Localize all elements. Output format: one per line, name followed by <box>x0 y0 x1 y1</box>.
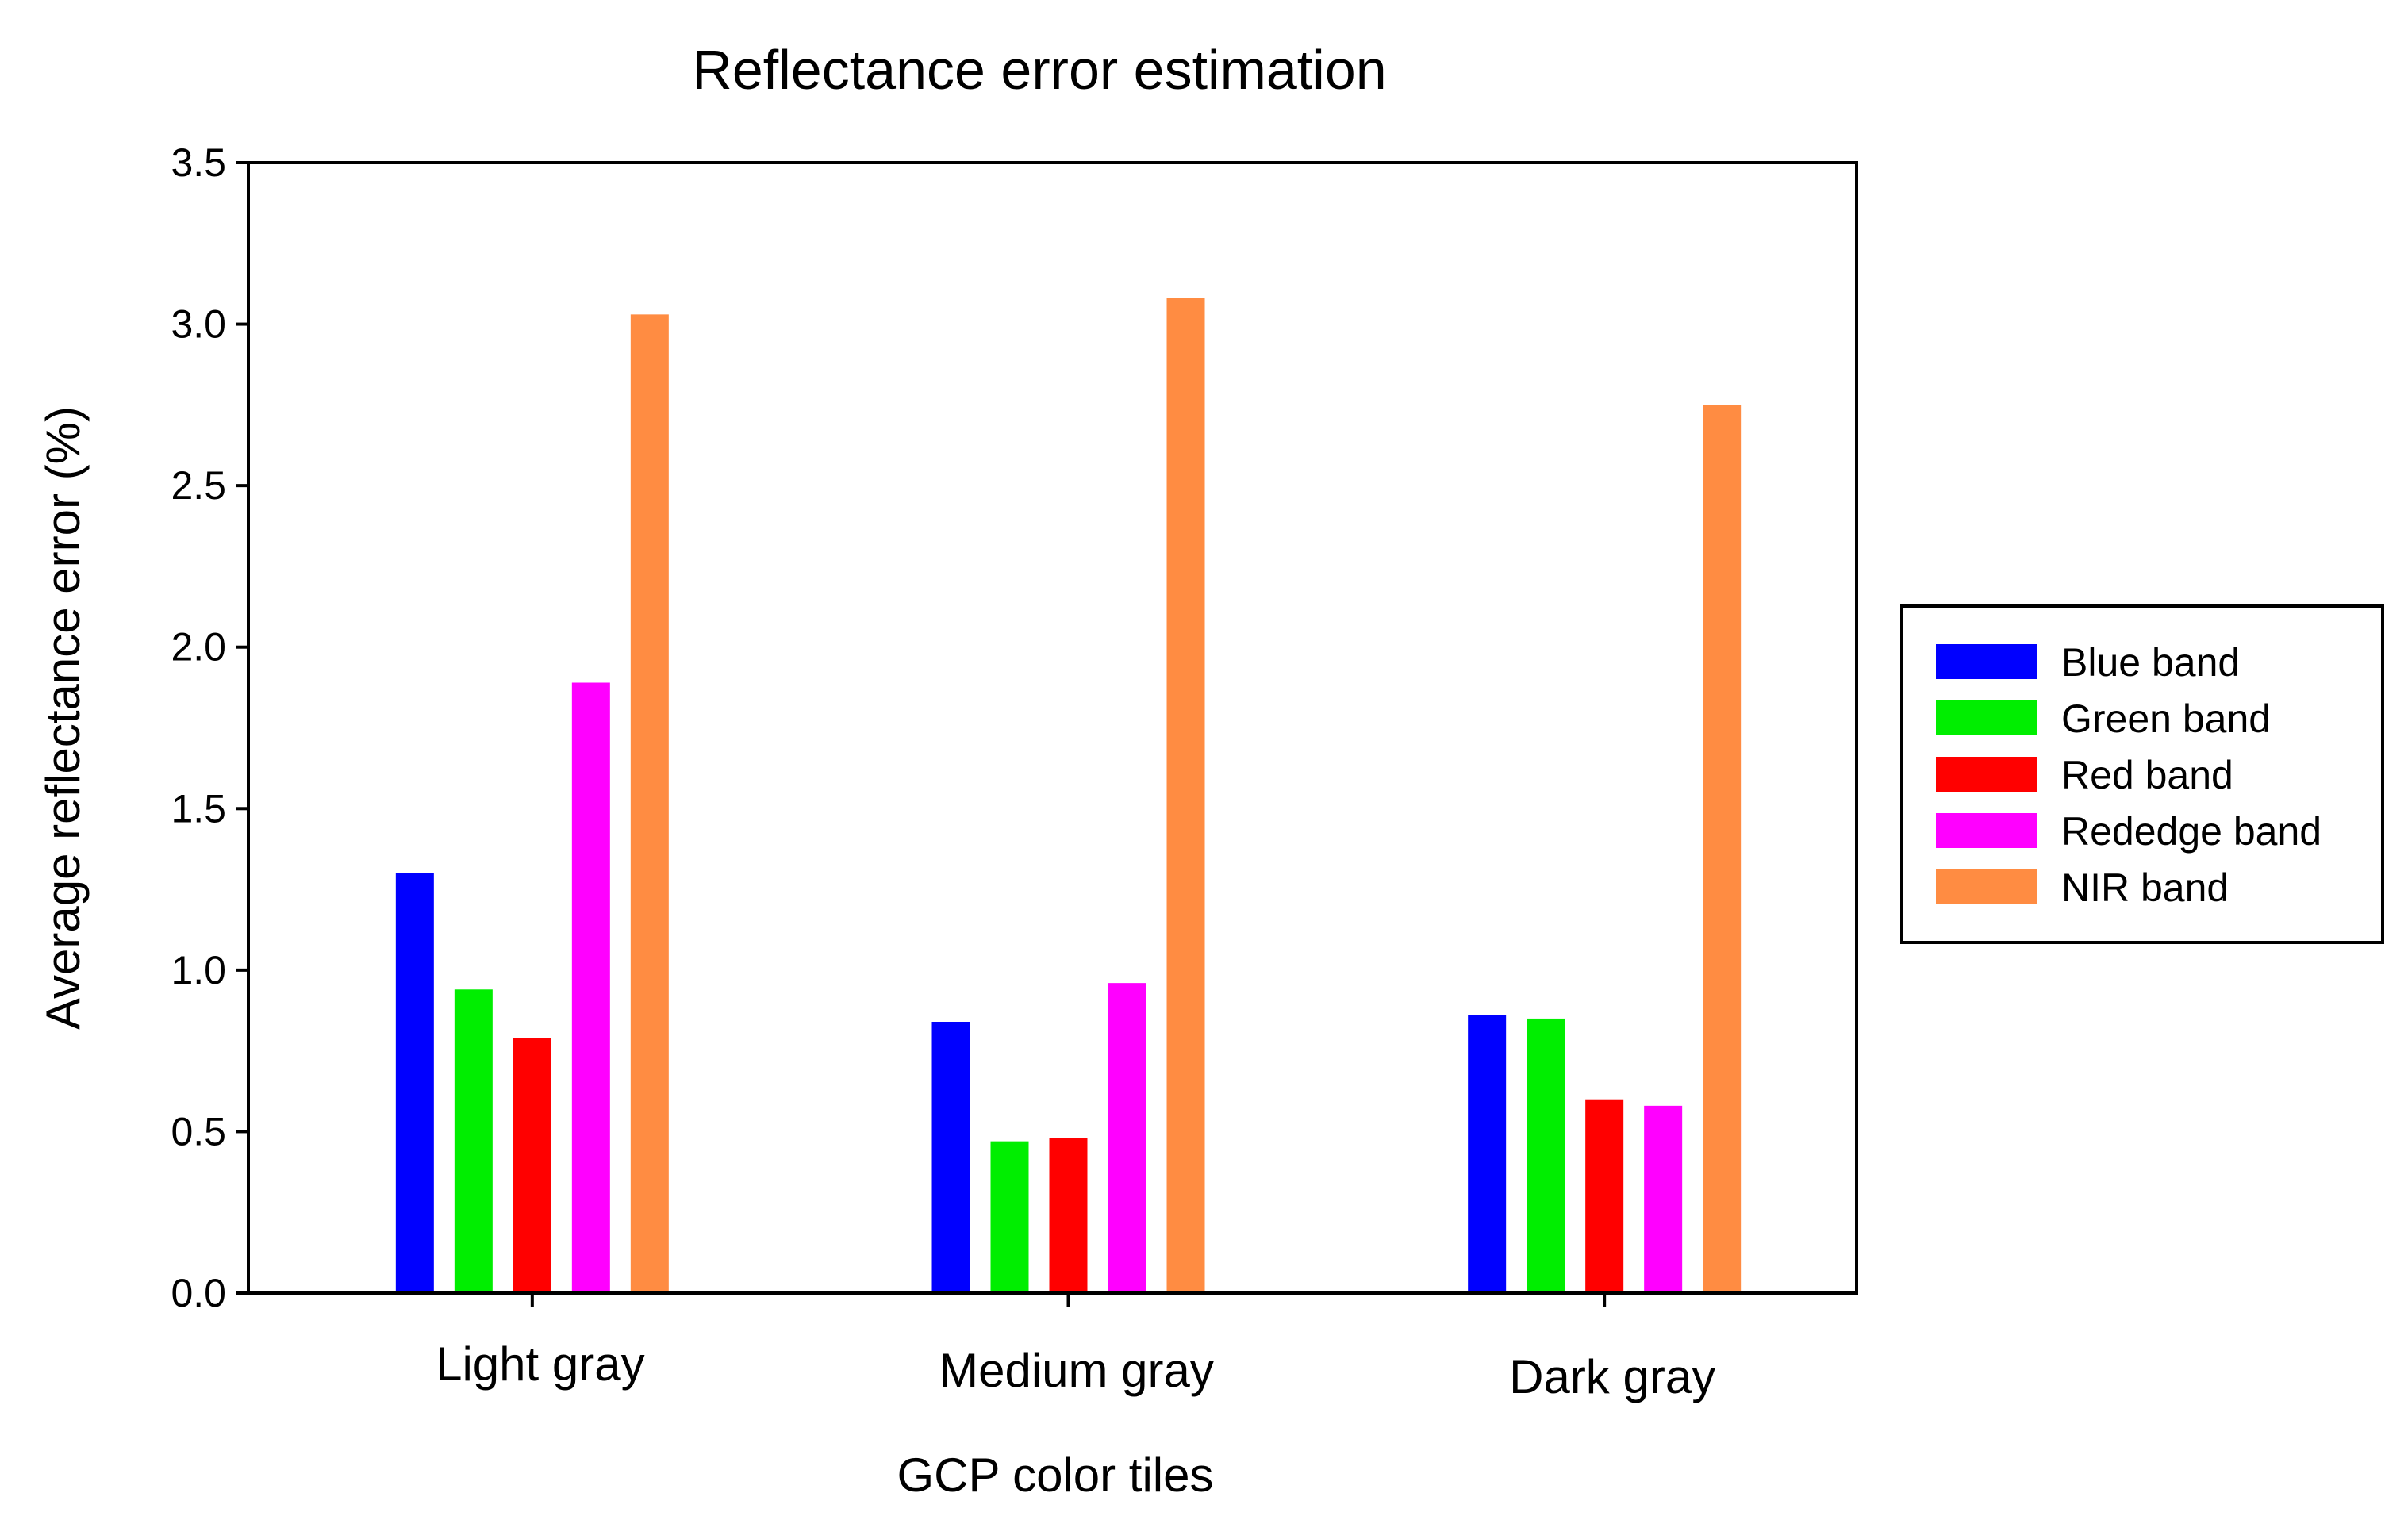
bar-red-band-medium-gray <box>1049 1138 1088 1293</box>
chart-title: Reflectance error estimation <box>692 39 1386 101</box>
bar-green-band-medium-gray <box>990 1141 1029 1293</box>
legend-swatch <box>1936 813 2037 848</box>
bar-nir-band-dark-gray <box>1703 405 1742 1293</box>
legend-entry-label: Green band <box>2061 697 2271 741</box>
bar-rededge-band-light-gray <box>571 682 610 1293</box>
legend-swatch <box>1936 644 2037 679</box>
bar-red-band-light-gray <box>513 1038 551 1293</box>
x-axis-label: GCP color tiles <box>897 1449 1213 1502</box>
legend-entry-label: Blue band <box>2061 640 2240 685</box>
legend-entry-label: Red band <box>2061 753 2233 797</box>
legend-swatch <box>1936 757 2037 792</box>
y-tick-label: 3.5 <box>171 140 226 185</box>
legend-swatch <box>1936 700 2037 735</box>
bar-rededge-band-medium-gray <box>1108 983 1146 1293</box>
y-tick-label: 1.5 <box>171 786 226 831</box>
bar-green-band-dark-gray <box>1527 1018 1565 1293</box>
legend-entry-label: NIR band <box>2061 865 2229 910</box>
y-tick-label: 3.0 <box>171 302 226 347</box>
x-category-label: Dark gray <box>1509 1350 1715 1403</box>
y-tick-label: 0.0 <box>171 1271 226 1315</box>
plot-frame <box>247 161 1858 1295</box>
y-tick-label: 1.0 <box>171 948 226 992</box>
bar-green-band-light-gray <box>454 989 493 1293</box>
bar-rededge-band-dark-gray <box>1644 1105 1683 1293</box>
bar-nir-band-light-gray <box>630 314 669 1293</box>
y-tick-label: 2.0 <box>171 625 226 670</box>
x-category-label: Medium gray <box>939 1344 1214 1397</box>
y-axis-label: Average reflectance error (%) <box>36 406 90 1030</box>
bar-blue-band-medium-gray <box>931 1022 970 1293</box>
bar-blue-band-dark-gray <box>1468 1015 1507 1293</box>
legend-swatch <box>1936 869 2037 904</box>
bar-blue-band-light-gray <box>395 873 434 1293</box>
y-tick-label: 2.5 <box>171 463 226 508</box>
legend-entry-label: Rededge band <box>2061 809 2322 854</box>
y-tick-label: 0.5 <box>171 1109 226 1153</box>
bar-nir-band-medium-gray <box>1166 298 1205 1293</box>
bar-red-band-dark-gray <box>1585 1099 1624 1293</box>
x-category-label: Light gray <box>436 1338 645 1391</box>
